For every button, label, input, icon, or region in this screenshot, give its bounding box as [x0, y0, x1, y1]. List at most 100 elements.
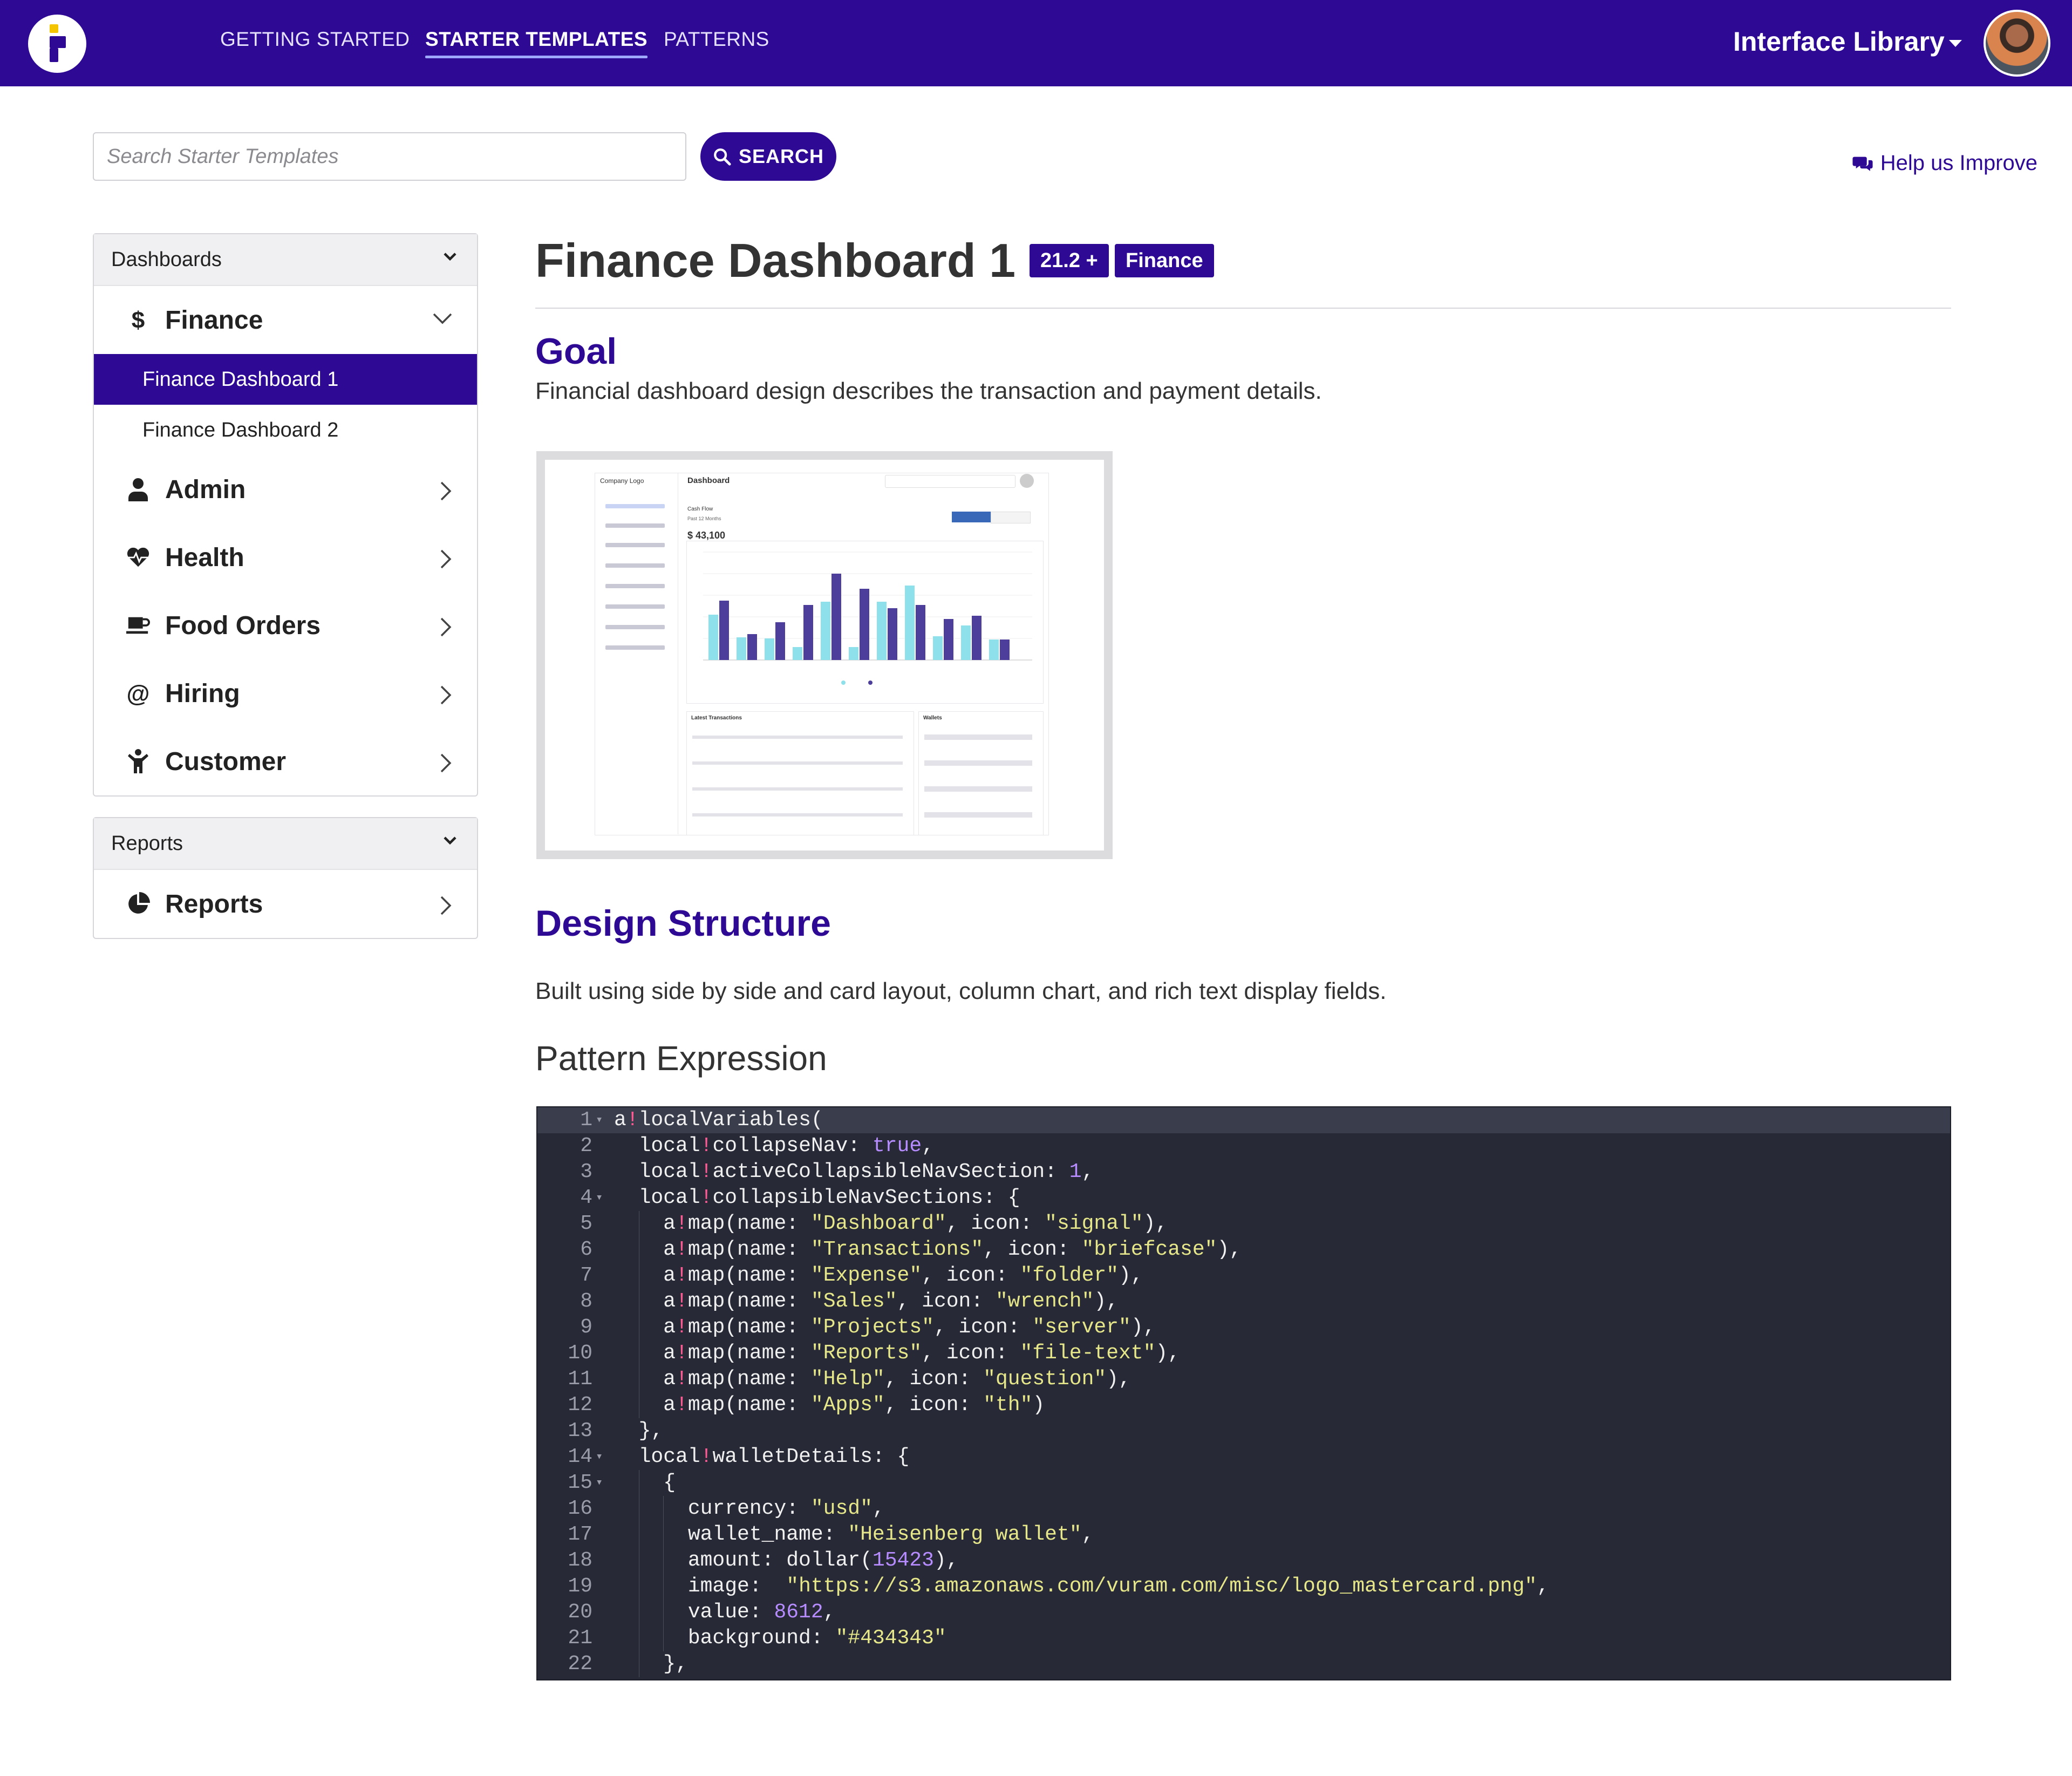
- version-badge: 21.2 +: [1030, 244, 1109, 277]
- search-icon: [714, 148, 731, 166]
- code-text: wallet_name: "Heisenberg wallet",: [614, 1523, 1094, 1546]
- user-avatar[interactable]: [1984, 10, 2050, 77]
- line-number: 9: [580, 1316, 592, 1339]
- code-line[interactable]: 6 a!map(name: "Transactions", icon: "bri…: [537, 1237, 1950, 1263]
- fold-toggle-icon[interactable]: ▾: [596, 1191, 603, 1205]
- user-icon: [126, 478, 150, 501]
- line-number: 2: [580, 1134, 592, 1158]
- sidebar-item-customer[interactable]: Customer: [94, 727, 477, 795]
- sidebar-item-food-orders[interactable]: Food Orders: [94, 591, 477, 659]
- nav-getting-started[interactable]: GETTING STARTED: [220, 28, 410, 50]
- code-line[interactable]: 17 wallet_name: "Heisenberg wallet",: [537, 1522, 1950, 1548]
- line-number: 17: [568, 1523, 592, 1546]
- sidebar-item-admin[interactable]: Admin: [94, 455, 477, 523]
- design-structure-heading: Design Structure: [535, 903, 831, 944]
- code-line[interactable]: 15 ▾ {: [537, 1470, 1950, 1496]
- page-title: Finance Dashboard 1: [535, 234, 1016, 287]
- sidebar-item-hiring[interactable]: @ Hiring: [94, 659, 477, 727]
- sidebar-subitem-finance-dashboard-2[interactable]: Finance Dashboard 2: [142, 418, 339, 441]
- preview-sidebar: Company Logo: [595, 473, 678, 834]
- preview-dashboard-title: Dashboard: [687, 476, 730, 485]
- code-line[interactable]: 20 value: 8612,: [537, 1600, 1950, 1625]
- pattern-expression-heading: Pattern Expression: [535, 1039, 827, 1078]
- sidebar-header-reports[interactable]: Reports: [94, 818, 477, 870]
- sidebar-item-label: Health: [165, 543, 244, 572]
- code-text: },: [614, 1419, 664, 1442]
- category-badge: Finance: [1115, 244, 1214, 277]
- code-text: a!localVariables(: [614, 1108, 823, 1132]
- code-text: local!walletDetails: {: [614, 1445, 910, 1468]
- code-line[interactable]: 13 },: [537, 1418, 1950, 1444]
- sidebar-header-label: Dashboards: [111, 248, 222, 271]
- sidebar-item-label: Admin: [165, 475, 246, 504]
- line-number: 8: [580, 1290, 592, 1313]
- code-line[interactable]: 11 a!map(name: "Help", icon: "question")…: [537, 1366, 1950, 1392]
- code-text: local!collapseNav: true,: [614, 1134, 934, 1158]
- code-editor[interactable]: 1 ▾ a!localVariables(2 local!collapseNav: …: [536, 1106, 1951, 1680]
- line-number: 16: [568, 1497, 592, 1520]
- code-line[interactable]: 10 a!map(name: "Reports", icon: "file-te…: [537, 1340, 1950, 1366]
- chevron-right-icon: [440, 896, 452, 915]
- line-number: 1: [580, 1108, 592, 1132]
- code-line[interactable]: 3 local!activeCollapsibleNavSection: 1,: [537, 1159, 1950, 1185]
- search-input[interactable]: [93, 132, 686, 181]
- fold-toggle-icon[interactable]: ▾: [596, 1450, 603, 1464]
- line-number: 7: [580, 1264, 592, 1287]
- search-button[interactable]: SEARCH: [700, 132, 836, 181]
- code-line[interactable]: 5 a!map(name: "Dashboard", icon: "signal…: [537, 1211, 1950, 1237]
- code-text: local!activeCollapsibleNavSection: 1,: [614, 1160, 1094, 1183]
- preview-cash-flow-label: Cash Flow: [687, 506, 713, 512]
- code-line[interactable]: 22 },: [537, 1651, 1950, 1677]
- fold-toggle-icon[interactable]: ▾: [596, 1113, 603, 1127]
- code-line[interactable]: 7 a!map(name: "Expense", icon: "folder")…: [537, 1263, 1950, 1289]
- code-line[interactable]: 8 a!map(name: "Sales", icon: "wrench"),: [537, 1289, 1950, 1315]
- sidebar-header-dashboards[interactable]: Dashboards: [94, 234, 477, 286]
- code-text: a!map(name: "Sales", icon: "wrench"),: [614, 1290, 1119, 1313]
- sidebar-dashboards-section: Dashboards $ Finance Finance Dashboard 1…: [93, 233, 478, 797]
- sidebar-reports-section: Reports Reports: [93, 817, 478, 939]
- design-structure-text: Built using side by side and card layout…: [535, 978, 1387, 1004]
- code-text: a!map(name: "Apps", icon: "th"): [614, 1393, 1045, 1417]
- line-number: 14: [568, 1445, 592, 1468]
- code-line[interactable]: 12 a!map(name: "Apps", icon: "th"): [537, 1392, 1950, 1418]
- code-text: a!map(name: "Projects", icon: "server"),: [614, 1316, 1156, 1339]
- code-line[interactable]: 4 ▾ local!collapsibleNavSections: {: [537, 1185, 1950, 1211]
- chevron-down-icon: [444, 836, 456, 845]
- code-text: a!map(name: "Help", icon: "question"),: [614, 1367, 1131, 1391]
- help-us-improve-link[interactable]: Help us Improve: [1852, 151, 2037, 175]
- code-line[interactable]: 16 currency: "usd",: [537, 1496, 1950, 1522]
- caret-down-icon[interactable]: [1949, 40, 1962, 47]
- nav-starter-templates[interactable]: STARTER TEMPLATES: [425, 28, 648, 58]
- template-preview-image[interactable]: Company Logo Dashboard Cash Flow Past 12…: [536, 451, 1113, 859]
- chevron-right-icon: [440, 753, 452, 773]
- help-link-label: Help us Improve: [1880, 151, 2037, 175]
- line-number: 15: [568, 1471, 592, 1494]
- line-number: 3: [580, 1160, 592, 1183]
- sidebar-subitem-finance-dashboard-1[interactable]: Finance Dashboard 1: [94, 354, 477, 405]
- app-logo[interactable]: [28, 15, 86, 73]
- sidebar-item-reports[interactable]: Reports: [94, 870, 477, 938]
- library-menu-label[interactable]: Interface Library: [1733, 26, 1945, 57]
- line-number: 22: [568, 1652, 592, 1676]
- code-line[interactable]: 19 image: "https://s3.amazonaws.com/vura…: [537, 1574, 1950, 1600]
- code-lines: 1 ▾ a!localVariables(2 local!collapseNav: …: [537, 1107, 1950, 1677]
- code-line[interactable]: 21 background: "#434343": [537, 1625, 1950, 1651]
- nav-patterns[interactable]: PATTERNS: [664, 28, 769, 50]
- code-text: local!collapsibleNavSections: {: [614, 1186, 1020, 1209]
- code-line[interactable]: 2 local!collapseNav: true,: [537, 1133, 1950, 1159]
- line-number: 10: [568, 1342, 592, 1365]
- chevron-right-icon: [440, 481, 452, 501]
- line-number: 18: [568, 1549, 592, 1572]
- code-line[interactable]: 9 a!map(name: "Projects", icon: "server"…: [537, 1315, 1950, 1340]
- code-line[interactable]: 14 ▾ local!walletDetails: {: [537, 1444, 1950, 1470]
- chevron-right-icon: [440, 617, 452, 637]
- preview-cash-flow-period: Past 12 Months: [687, 516, 721, 521]
- line-number: 6: [580, 1238, 592, 1261]
- code-text: currency: "usd",: [614, 1497, 885, 1520]
- sidebar-item-finance[interactable]: $ Finance: [94, 286, 477, 354]
- fold-toggle-icon[interactable]: ▾: [596, 1476, 603, 1489]
- code-line[interactable]: 18 amount: dollar(15423),: [537, 1548, 1950, 1574]
- code-line[interactable]: 1 ▾ a!localVariables(: [537, 1107, 1950, 1133]
- child-icon: [126, 748, 150, 774]
- sidebar-item-health[interactable]: Health: [94, 523, 477, 591]
